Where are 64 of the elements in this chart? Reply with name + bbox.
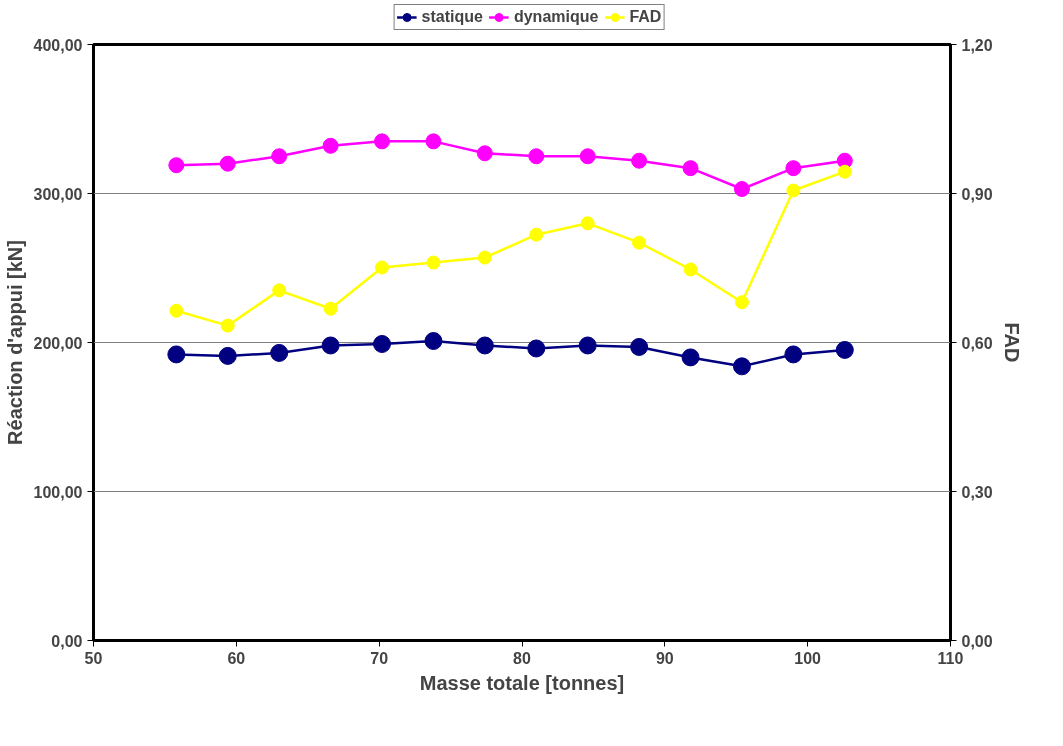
- point: [580, 216, 595, 231]
- x-tick-label: 110: [937, 649, 964, 667]
- point: [630, 337, 649, 356]
- legend-label: FAD: [629, 8, 662, 26]
- point: [218, 346, 237, 365]
- point: [168, 157, 185, 174]
- point: [475, 336, 494, 355]
- point: [374, 133, 391, 150]
- point: [167, 345, 186, 364]
- x-tick-label: 70: [370, 649, 389, 667]
- point: [425, 133, 442, 150]
- legend-label: statique: [421, 8, 483, 26]
- y2-tick-label: 0,60: [961, 334, 993, 352]
- point: [578, 336, 597, 355]
- y2-axis-title: FAD: [1000, 322, 1023, 363]
- point: [786, 183, 801, 198]
- y-tick-label: 200,00: [33, 334, 83, 352]
- y2-tick-label: 0,90: [961, 185, 993, 203]
- point: [220, 318, 235, 333]
- point: [681, 348, 700, 367]
- point: [270, 343, 289, 362]
- point: [477, 250, 492, 265]
- point: [579, 148, 596, 165]
- point: [272, 283, 287, 298]
- y-tick-label: 300,00: [33, 185, 83, 203]
- y-tick-label: 400,00: [33, 36, 83, 54]
- y2-tick-label: 0,30: [961, 483, 993, 501]
- point: [631, 152, 648, 169]
- point: [682, 160, 699, 177]
- point: [527, 339, 546, 358]
- point: [734, 295, 749, 310]
- y-tick-label: 0,00: [51, 632, 83, 650]
- x-tick-label: 100: [794, 649, 822, 667]
- point: [837, 164, 852, 179]
- x-tick-label: 90: [655, 649, 674, 667]
- point: [632, 235, 647, 250]
- point: [375, 260, 390, 275]
- y-axis-title: Réaction d'appui [kN]: [3, 240, 26, 445]
- legend-label: dynamique: [513, 8, 599, 26]
- x-tick-label: 60: [227, 649, 246, 667]
- y2-tick-label: 1,20: [961, 36, 993, 54]
- point: [529, 227, 544, 242]
- point: [373, 335, 392, 353]
- point: [424, 332, 443, 350]
- y-tick-label: 100,00: [33, 483, 83, 501]
- x-axis-title: Masse totale [tonnes]: [419, 671, 625, 694]
- point: [733, 181, 750, 198]
- point: [321, 336, 340, 355]
- point: [528, 148, 545, 165]
- point: [271, 148, 288, 165]
- x-tick-label: 80: [513, 649, 531, 667]
- point: [219, 155, 236, 172]
- point: [785, 160, 802, 177]
- point: [784, 345, 803, 364]
- point: [683, 262, 698, 277]
- point: [476, 145, 493, 162]
- point: [426, 255, 441, 270]
- point: [169, 303, 184, 318]
- x-tick-label: 50: [84, 649, 103, 667]
- point: [732, 357, 751, 376]
- point: [835, 340, 854, 359]
- y2-tick-label: 0,00: [961, 632, 993, 650]
- point: [322, 137, 339, 154]
- point: [323, 301, 338, 316]
